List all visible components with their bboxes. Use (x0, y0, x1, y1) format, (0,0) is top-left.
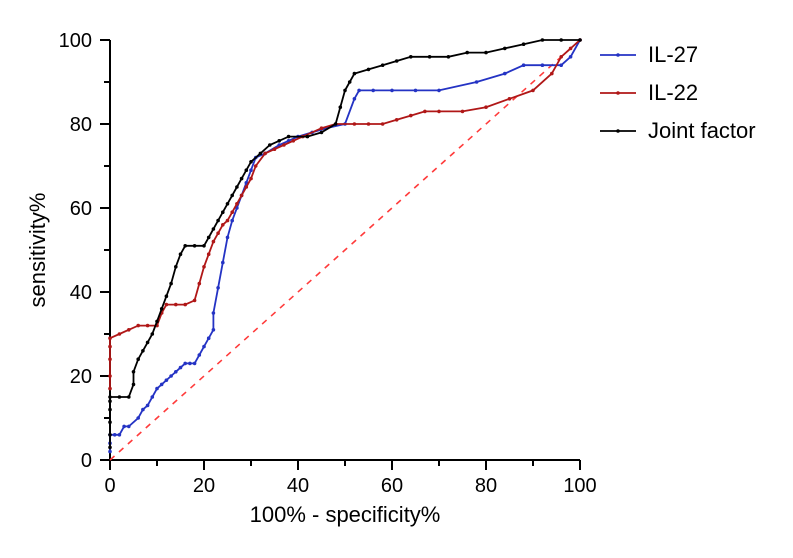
legend-label: Joint factor (648, 118, 756, 143)
y-tick-label: 80 (70, 114, 92, 136)
x-tick-label: 60 (381, 475, 403, 497)
y-tick-label: 20 (70, 366, 92, 388)
reference-diagonal (110, 40, 580, 460)
roc-chart: 0 20 40 60 80 100 0 20 40 60 80 100 100% - specific… (0, 0, 793, 558)
y-tick-label: 100 (59, 30, 92, 52)
legend-item-il-22: IL-22 (600, 80, 698, 105)
x-tick-label: 20 (193, 475, 215, 497)
x-tick-label: 0 (104, 475, 115, 497)
x-tick-label: 80 (475, 475, 497, 497)
y-tick-label: 40 (70, 282, 92, 304)
legend-item-il-27: IL-27 (600, 42, 698, 67)
y-tick-label: 0 (81, 450, 92, 472)
y-tick-label: 60 (70, 198, 92, 220)
legend: IL-27 IL-22 Joint factor (600, 42, 756, 143)
x-tick-label: 100 (563, 475, 596, 497)
x-axis-label: 100% - specificity% (250, 502, 441, 527)
y-axis-label: sensitivity% (25, 193, 50, 308)
roc-series (108, 38, 582, 453)
legend-label: IL-27 (648, 42, 698, 67)
legend-label: IL-22 (648, 80, 698, 105)
chart-svg: 0 20 40 60 80 100 0 20 40 60 80 100 100% - specific… (0, 0, 793, 558)
series-il-27 (108, 38, 582, 453)
legend-item-joint-factor: Joint factor (600, 118, 756, 143)
tick-labels: 0 20 40 60 80 100 0 20 40 60 80 100 (59, 30, 597, 497)
x-tick-label: 40 (287, 475, 309, 497)
